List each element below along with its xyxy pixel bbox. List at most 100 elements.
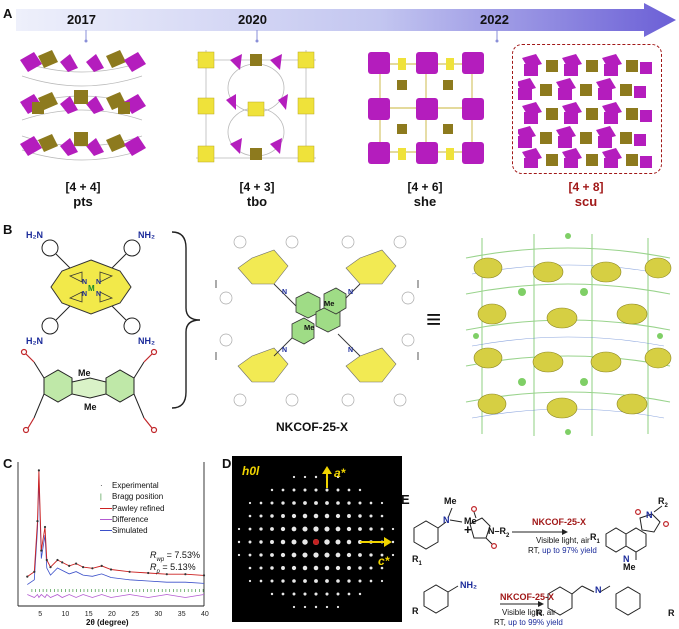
diffraction-spot [325, 592, 329, 596]
diffraction-spot [281, 592, 285, 596]
diffraction-spot [280, 552, 286, 558]
product2-r-right: R [668, 608, 675, 618]
topology-she: she [413, 194, 437, 209]
experimental-point [26, 575, 29, 578]
diffraction-spot [369, 527, 373, 531]
diffraction-spot [248, 514, 252, 518]
diffraction-spot [270, 514, 274, 518]
bracket-4-8: [4 + 8] [568, 180, 604, 194]
diffraction-spot [270, 566, 274, 570]
diffraction-spot [302, 552, 308, 558]
nh2-bottom-left: H₂N [26, 336, 43, 346]
bracket-4-6: [4 + 6] [407, 180, 443, 194]
svg-text:N: N [82, 291, 87, 298]
diffraction-spot [303, 501, 307, 505]
diffraction-spot [259, 527, 263, 531]
diffraction-spot [336, 605, 340, 609]
experimental-point [165, 573, 168, 576]
diffraction-spot [346, 552, 352, 558]
diffraction-spot [259, 501, 263, 505]
diffraction-spot [335, 513, 341, 519]
diffraction-spot [259, 514, 263, 518]
diffraction-spot [270, 501, 274, 505]
experimental-point [147, 571, 150, 575]
diffraction-spot [259, 579, 263, 583]
methyl-label-2: Me [84, 402, 97, 412]
topology-pts: pts [73, 194, 93, 209]
diffraction-spot [325, 488, 329, 492]
n-atom-1: N [443, 515, 450, 525]
x-tick-label: 40 [201, 611, 209, 618]
x-tick-label: 25 [131, 611, 139, 618]
diffraction-spot [335, 565, 341, 571]
rp-value: Rp = 5.13% [150, 562, 196, 575]
reaction-1-scheme [413, 505, 670, 560]
product-1-labels: R2 N R1 N Me [590, 496, 678, 572]
diffraction-spot [347, 579, 351, 583]
year-2020: 2020 [238, 12, 267, 27]
reaction-brace [171, 231, 201, 409]
diffraction-spot [358, 527, 362, 531]
amine-r: R [412, 606, 419, 616]
diffraction-spot [248, 566, 252, 570]
legend-difference: Difference [100, 514, 164, 525]
diffraction-spot [281, 488, 285, 492]
year-2017: 2017 [67, 12, 96, 27]
electron-diffraction-pattern [232, 456, 402, 622]
diffraction-spot [325, 605, 329, 609]
diffraction-spot [325, 501, 329, 505]
she-framework-illustration [368, 52, 484, 164]
diffraction-spot [280, 526, 286, 532]
diffraction-spot [347, 514, 351, 518]
diffraction-spot [358, 566, 362, 570]
diffraction-spot [248, 579, 252, 583]
diffraction-spot [314, 605, 318, 609]
diffraction-spot [291, 539, 297, 545]
diffraction-spot [335, 539, 341, 545]
bracket-4-4: [4 + 4] [65, 180, 101, 194]
diffraction-spot [336, 488, 340, 492]
equivalence-symbol: ≡ [426, 304, 442, 334]
experimental-point [91, 567, 94, 570]
diffraction-spot [259, 566, 263, 570]
x-tick-label: 30 [155, 611, 163, 618]
diffraction-spot [380, 501, 384, 505]
diffraction-spot [281, 579, 285, 583]
diffraction-spot [270, 540, 274, 544]
diffraction-spot [248, 540, 252, 544]
difference-line [27, 593, 205, 599]
r1-label: R1 [412, 554, 422, 567]
porphyrin-amine-monomer: N NN N M H₂N NH₂ H₂N NH₂ [26, 230, 155, 346]
experimental-point [68, 564, 71, 567]
experimental-point [100, 564, 103, 567]
diffraction-spot [270, 592, 274, 596]
amine-nh2: NH₂ [460, 580, 477, 590]
diffraction-spot [313, 565, 319, 571]
me-label-2: Me [464, 516, 477, 526]
panel-d-label: D [222, 456, 232, 471]
diffraction-spot [391, 553, 395, 557]
diffraction-spot [237, 553, 241, 557]
methyl-label-1: Me [78, 368, 91, 378]
diffraction-spot [291, 526, 297, 532]
diffraction-spot [270, 488, 274, 492]
product2-r-left: R [536, 608, 543, 618]
experimental-point [40, 549, 43, 552]
diffraction-spot [324, 526, 330, 532]
cof-3d-framework [465, 233, 672, 436]
diffraction-spot [292, 488, 296, 492]
diffraction-spot [291, 513, 297, 519]
x-tick-label: 5 [38, 611, 42, 618]
topology-scu: scu [574, 194, 598, 209]
nkcof-25-x-structure: N N N N Me Me [215, 235, 419, 407]
pxrd-chart: 5 10 15 20 25 30 35 40 [17, 462, 209, 618]
timeline-ticks [84, 30, 499, 43]
svg-text:N: N [348, 289, 353, 296]
legend-pawley: Pawley refined [100, 503, 164, 514]
product1-r1: R1 [590, 532, 600, 545]
axis-c-star: c* [378, 554, 390, 568]
x-tick-label: 20 [108, 611, 116, 618]
plus-sign: + [464, 522, 472, 537]
bracket-4-3: [4 + 3] [239, 180, 275, 194]
diffraction-spot [302, 526, 308, 532]
